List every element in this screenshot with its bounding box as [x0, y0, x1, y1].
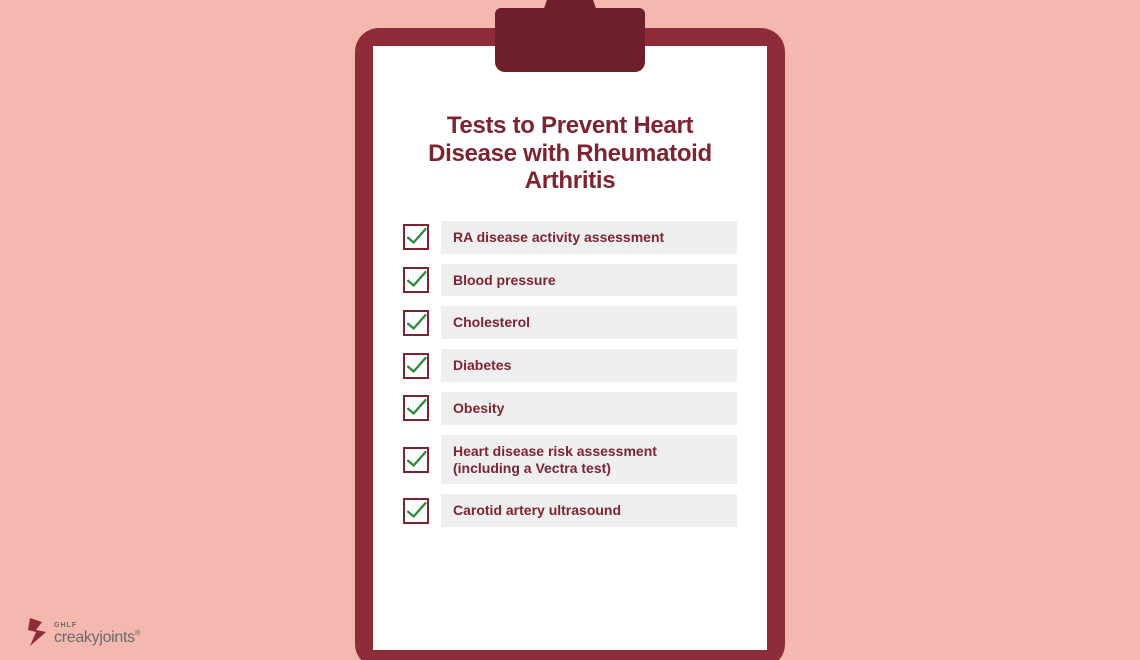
logo-ghlf-label: GHLF	[54, 622, 141, 629]
logo-mark-icon	[26, 616, 48, 646]
checkbox-icon	[403, 447, 429, 473]
checkbox-icon	[403, 498, 429, 524]
checkbox-icon	[403, 267, 429, 293]
checkbox-icon	[403, 353, 429, 379]
checkbox-icon	[403, 395, 429, 421]
checklist-item-label: Heart disease risk assessment (including…	[441, 435, 737, 485]
infographic-canvas: Tests to Prevent Heart Disease with Rheu…	[0, 0, 1140, 660]
checkbox-icon	[403, 224, 429, 250]
checklist-row: Cholesterol	[403, 306, 737, 339]
checklist-item-label: Cholesterol	[441, 306, 737, 339]
checklist-item-label: RA disease activity assessment	[441, 221, 737, 254]
infographic-title: Tests to Prevent Heart Disease with Rheu…	[403, 112, 737, 195]
logo-text: GHLF creakyjoints®	[54, 622, 141, 646]
checklist-row: Diabetes	[403, 349, 737, 382]
clipboard: Tests to Prevent Heart Disease with Rheu…	[355, 28, 785, 660]
clipboard-paper: Tests to Prevent Heart Disease with Rheu…	[373, 46, 767, 650]
checklist-item-label: Diabetes	[441, 349, 737, 382]
checklist-item-label: Carotid artery ultrasound	[441, 494, 737, 527]
checklist-row: RA disease activity assessment	[403, 221, 737, 254]
checklist-item-label: Obesity	[441, 392, 737, 425]
checklist: RA disease activity assessment Blood pres…	[403, 221, 737, 527]
clipboard-clip	[495, 8, 645, 72]
checklist-row: Heart disease risk assessment (including…	[403, 435, 737, 485]
checklist-row: Blood pressure	[403, 264, 737, 297]
logo-brand-name: creakyjoints	[54, 629, 135, 646]
checklist-item-label: Blood pressure	[441, 264, 737, 297]
logo-registered-mark: ®	[135, 629, 141, 638]
checkbox-icon	[403, 310, 429, 336]
checklist-row: Obesity	[403, 392, 737, 425]
clipboard-board: Tests to Prevent Heart Disease with Rheu…	[355, 28, 785, 660]
brand-logo: GHLF creakyjoints®	[26, 616, 141, 646]
checklist-row: Carotid artery ultrasound	[403, 494, 737, 527]
